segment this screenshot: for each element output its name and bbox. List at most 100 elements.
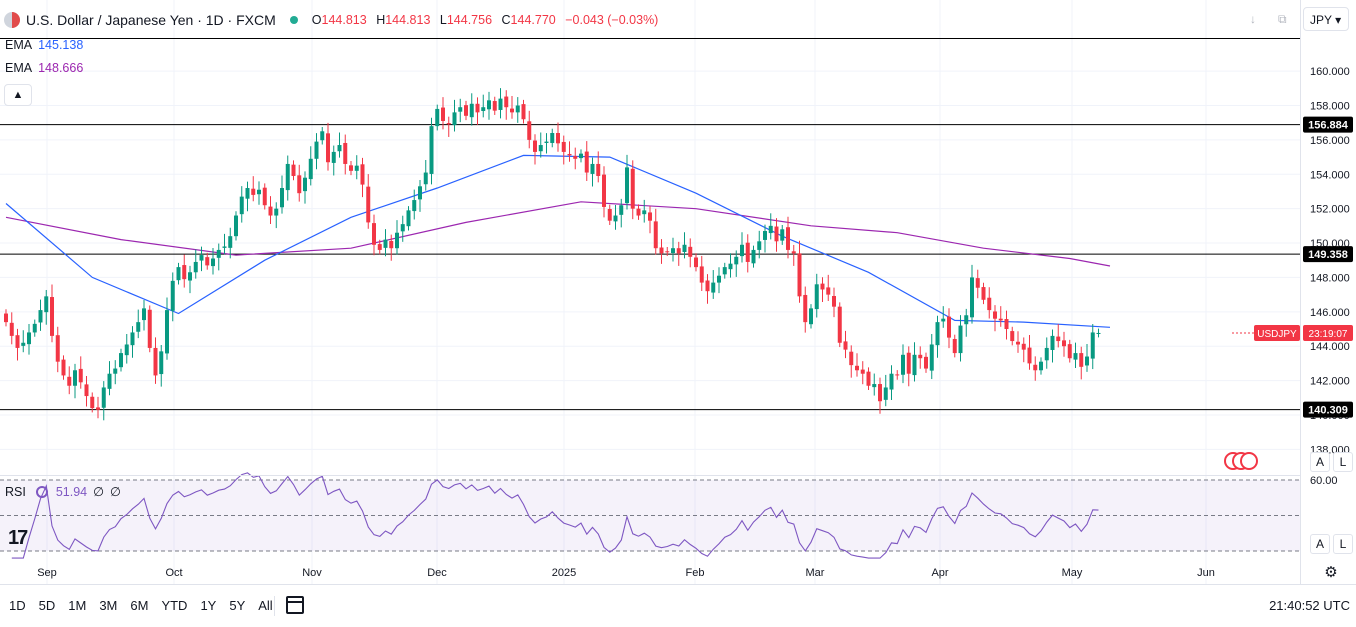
- candle-body: [55, 335, 60, 362]
- price-axis-divider: [1300, 0, 1301, 584]
- candle-body: [274, 208, 279, 216]
- timeframe-bar: 1D 5D 1M 3M 6M YTD 1Y 5Y All: [4, 596, 281, 616]
- news-logos[interactable]: [1224, 452, 1258, 475]
- candle-body: [21, 342, 26, 346]
- candle-body: [412, 200, 417, 212]
- candle-body: [642, 210, 647, 215]
- candle-body: [4, 313, 8, 323]
- candle-body: [814, 284, 819, 310]
- level-price-tag: [1303, 246, 1353, 263]
- candle-body: [826, 287, 831, 295]
- calendar-icon[interactable]: [286, 596, 304, 614]
- candle-body: [832, 296, 836, 307]
- timeframe-1y[interactable]: 1Y: [200, 598, 217, 613]
- timeframe-1d[interactable]: 1D: [9, 598, 26, 613]
- candle-body: [533, 140, 537, 152]
- market-open-status-icon: [289, 16, 298, 24]
- candle-body: [9, 322, 14, 336]
- candle-body: [1079, 353, 1084, 367]
- timeframe-all[interactable]: All: [258, 598, 273, 613]
- fullscreen-icon[interactable]: ⧉: [1278, 12, 1287, 26]
- candle-body: [1039, 361, 1043, 371]
- price-tick-label: 156.000: [1310, 135, 1350, 147]
- candle-body: [929, 344, 934, 371]
- candle-body: [918, 354, 923, 359]
- timeframe-6m[interactable]: 6M: [130, 598, 149, 613]
- timeframe-3m[interactable]: 3M: [99, 598, 118, 613]
- candle-body: [228, 236, 233, 248]
- time-tick-label: 2025: [552, 567, 576, 579]
- timeframe-ytd[interactable]: YTD: [161, 598, 188, 613]
- candle-body: [360, 164, 365, 185]
- pane-divider[interactable]: [0, 475, 1300, 476]
- rsi-auto-scale-button[interactable]: A: [1310, 534, 1330, 554]
- collapse-legend-button[interactable]: ▲: [4, 84, 32, 106]
- gear-icon[interactable]: ⚙: [1324, 564, 1338, 581]
- candle-body: [44, 296, 49, 313]
- candle-body: [423, 172, 428, 185]
- symbol-tag-label: USDJPY: [1257, 329, 1297, 340]
- candle-body: [860, 369, 865, 374]
- candle-body: [1090, 332, 1095, 359]
- candle-body: [1085, 356, 1089, 366]
- candle-body: [751, 249, 756, 264]
- rsi-log-scale-button[interactable]: L: [1333, 534, 1353, 554]
- candle-body: [354, 165, 359, 171]
- candle-body: [400, 224, 405, 232]
- price-tick-label: 142.000: [1310, 376, 1350, 388]
- candle-body: [786, 227, 790, 250]
- candle-body: [820, 283, 825, 290]
- candle-body: [515, 105, 520, 113]
- candle-body: [901, 354, 905, 375]
- candle-body: [165, 310, 169, 354]
- candle-body: [38, 310, 43, 323]
- candle-body: [234, 215, 238, 237]
- candle-body: [119, 353, 123, 368]
- rsi-legend[interactable]: RSI 51.94 ∅ ∅: [5, 484, 121, 500]
- candle-body: [676, 248, 681, 254]
- candle-body: [837, 306, 842, 343]
- ema-fast-legend[interactable]: EMA 145.138: [5, 38, 84, 52]
- candle-body: [1033, 364, 1038, 371]
- log-scale-button[interactable]: L: [1333, 452, 1353, 472]
- level-price-tag: [1303, 116, 1353, 133]
- candle-body: [573, 156, 578, 159]
- auto-scale-button[interactable]: A: [1310, 452, 1330, 472]
- currency-button[interactable]: JPY ▾: [1303, 7, 1349, 31]
- candle-body: [1027, 347, 1032, 364]
- utc-clock[interactable]: 21:40:52 UTC: [1269, 598, 1350, 613]
- candle-body: [1016, 341, 1020, 345]
- candle-body: [297, 175, 302, 194]
- news-logo-icon: [1240, 452, 1258, 470]
- price-tick-label: 158.000: [1310, 100, 1350, 112]
- candle-body: [1056, 336, 1061, 342]
- tradingview-logo[interactable]: 17: [8, 527, 28, 549]
- candle-body: [1062, 340, 1066, 347]
- candle-body: [883, 387, 888, 400]
- timeframe-5y[interactable]: 5Y: [229, 598, 246, 613]
- countdown-label: 23:19:07: [1309, 329, 1348, 340]
- candle-body: [406, 210, 411, 227]
- timeframe-1m[interactable]: 1M: [68, 598, 87, 613]
- candle-body: [935, 322, 940, 346]
- candle-body: [211, 258, 215, 267]
- time-tick-label: May: [1062, 567, 1083, 579]
- symbol-tag: [1254, 324, 1300, 341]
- candle-body: [1021, 343, 1026, 350]
- timeframe-5d[interactable]: 5D: [38, 598, 56, 613]
- candle-body: [607, 209, 612, 221]
- candle-body: [987, 297, 992, 311]
- countdown-tag: [1303, 324, 1353, 341]
- candle-body: [257, 189, 261, 195]
- candle-body: [1044, 347, 1049, 361]
- candle-body: [849, 351, 854, 366]
- candle-body: [84, 384, 89, 397]
- candle-body: [659, 247, 664, 254]
- candle-body: [78, 368, 83, 383]
- ema-slow-legend[interactable]: EMA 148.666: [5, 61, 84, 75]
- download-icon[interactable]: ↓: [1250, 12, 1256, 26]
- candle-body: [878, 384, 882, 402]
- candle-body: [441, 107, 445, 121]
- symbol-title[interactable]: U.S. Dollar / Japanese Yen · 1D · FXCM: [26, 12, 276, 28]
